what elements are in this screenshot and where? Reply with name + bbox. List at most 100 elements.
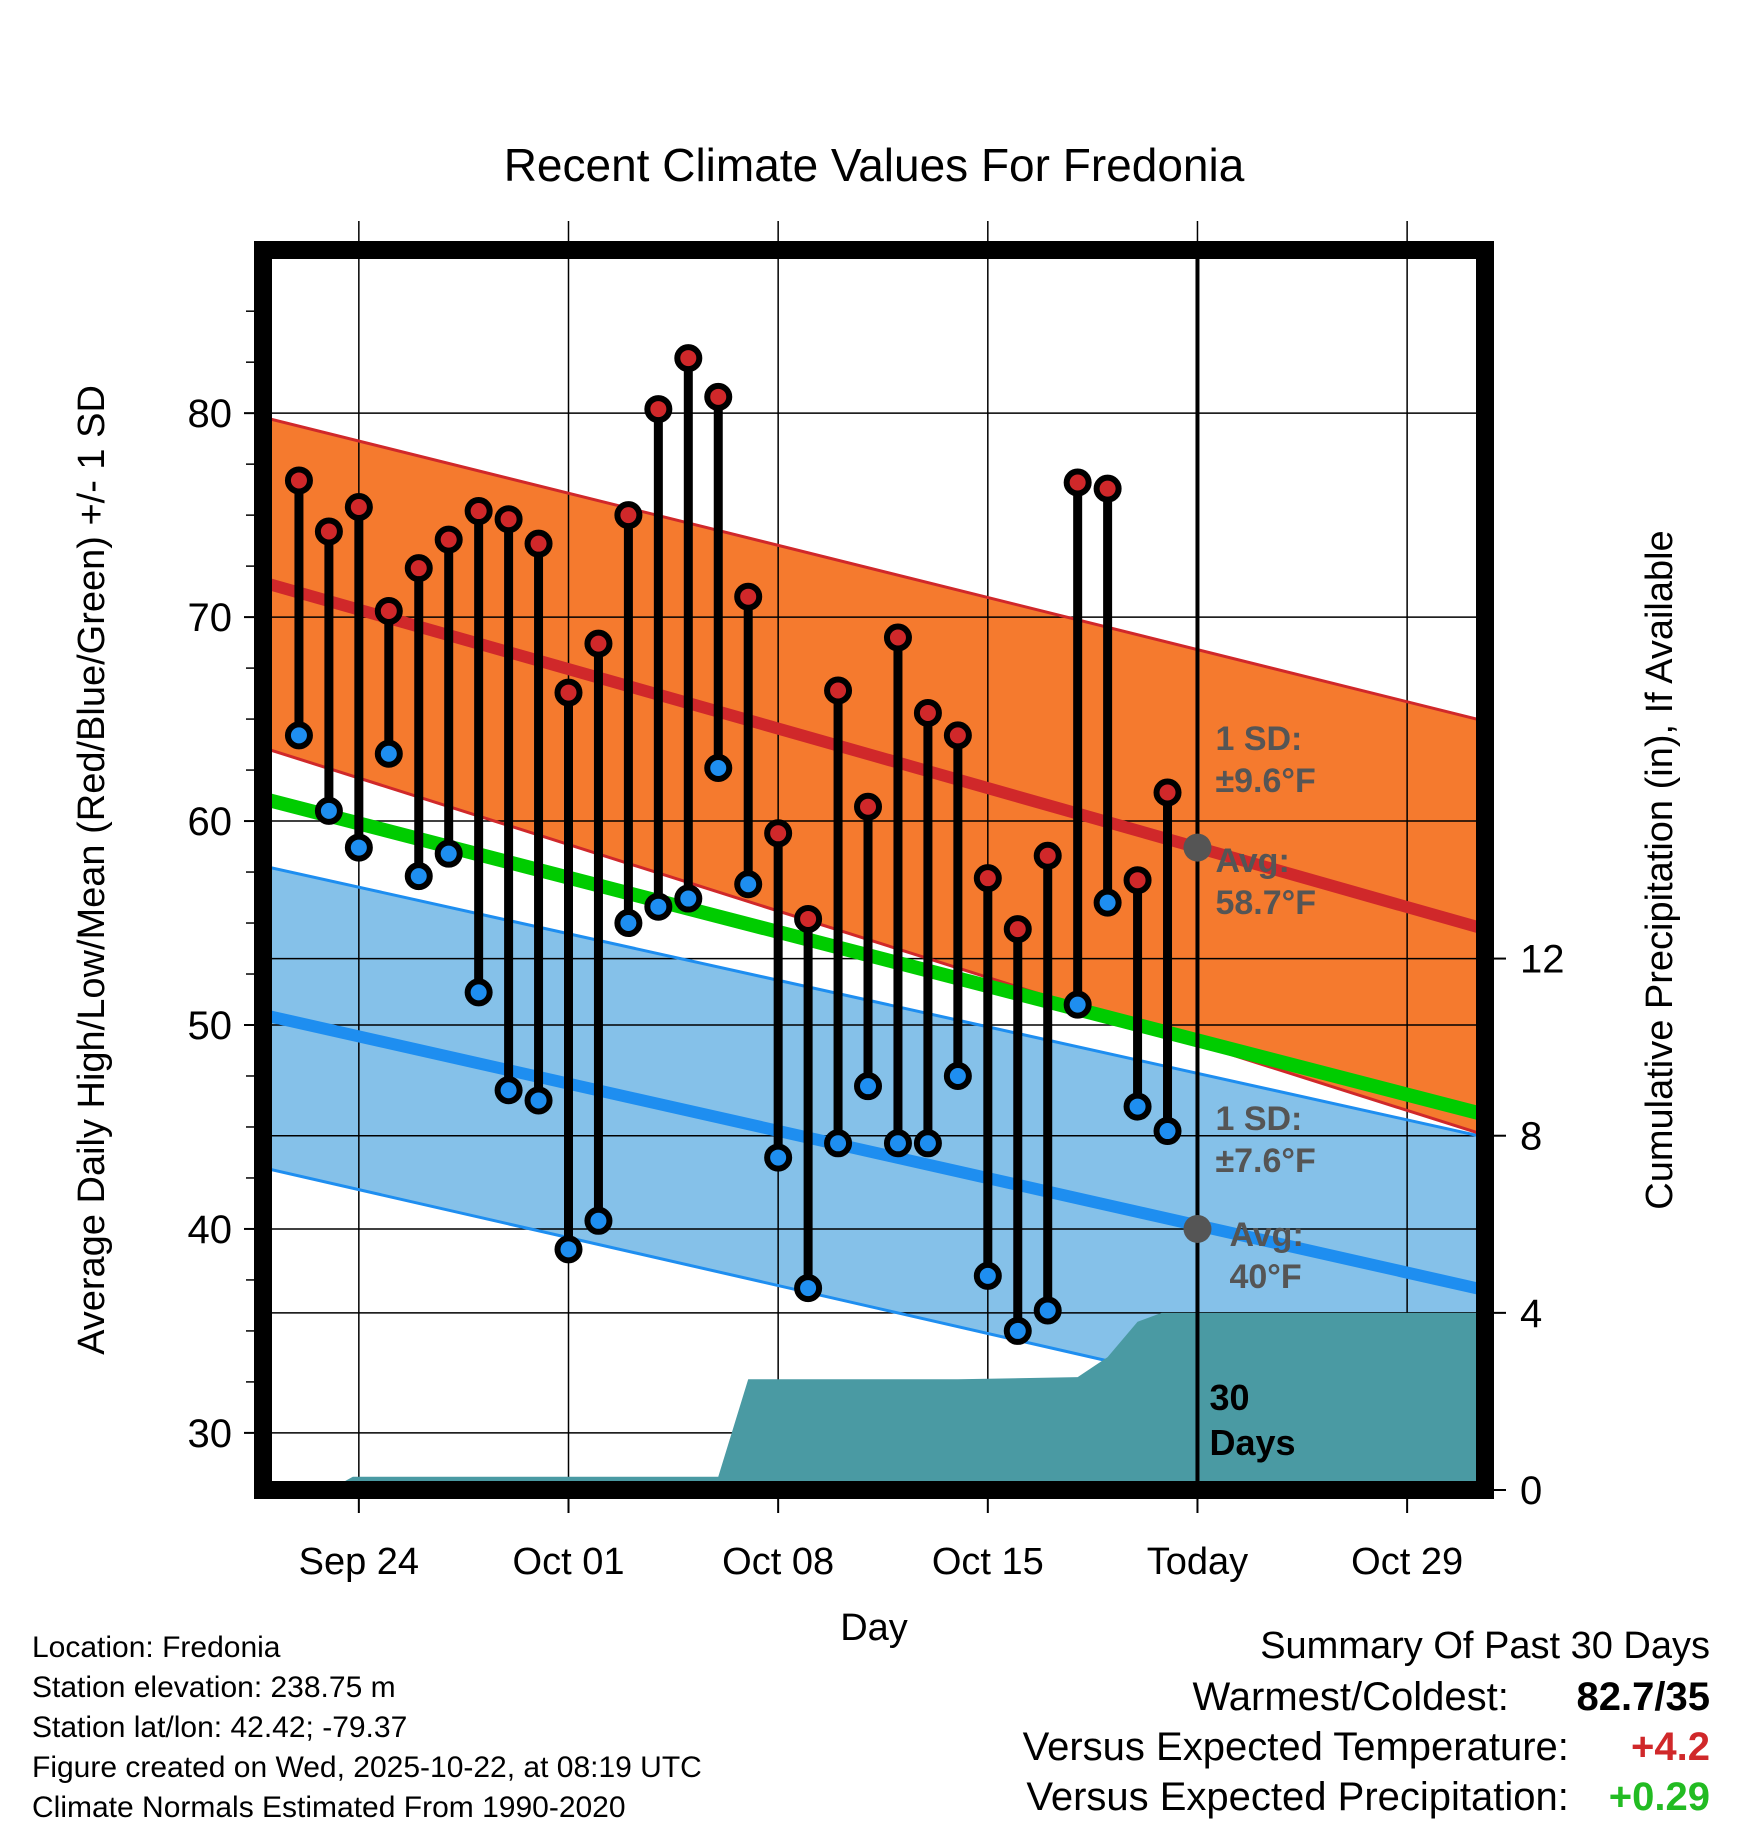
high-marker bbox=[374, 596, 403, 625]
high-marker bbox=[314, 517, 343, 546]
low-marker bbox=[824, 1129, 853, 1158]
low-marker bbox=[314, 796, 343, 825]
info-created: Figure created on Wed, 2025-10-22, at 08… bbox=[32, 1751, 702, 1784]
normal-mean-line bbox=[263, 791, 1485, 1122]
x-tick-label: Oct 29 bbox=[1351, 1541, 1463, 1583]
low-marker bbox=[644, 892, 673, 921]
today-low-avg-marker bbox=[1183, 1214, 1212, 1243]
x-tick-label: Sep 24 bbox=[299, 1541, 419, 1583]
normal-high-line bbox=[263, 576, 1485, 935]
high-marker bbox=[913, 698, 942, 727]
low-marker bbox=[584, 1206, 613, 1235]
low-marker bbox=[794, 1274, 823, 1303]
high-avg-value: 58.7°F bbox=[1215, 884, 1316, 922]
y-tick-label: 60 bbox=[188, 800, 233, 844]
high-avg-label: Avg: bbox=[1215, 842, 1289, 880]
info-normals: Climate Normals Estimated From 1990-2020 bbox=[32, 1791, 626, 1824]
low-marker bbox=[524, 1086, 553, 1115]
days-label-word: Days bbox=[1209, 1422, 1295, 1463]
low-sd-value: ±7.6°F bbox=[1215, 1142, 1315, 1180]
y-tick-label: 80 bbox=[188, 392, 233, 436]
high-marker bbox=[554, 678, 583, 707]
low-marker bbox=[404, 862, 433, 891]
low-marker bbox=[614, 909, 643, 938]
low-avg-value: 40°F bbox=[1229, 1258, 1301, 1296]
low-marker bbox=[1153, 1117, 1182, 1146]
high-marker bbox=[1093, 474, 1122, 503]
y2-tick-label: 12 bbox=[1520, 938, 1565, 982]
y2-axis-label: Cumulative Precipitation (in), If Availa… bbox=[1639, 530, 1681, 1209]
high-band-lower-edge bbox=[263, 746, 1485, 1137]
chart-title: Recent Climate Values For Fredonia bbox=[504, 139, 1245, 191]
high-marker bbox=[1063, 468, 1092, 497]
temp-label: Versus Expected Temperature: bbox=[1022, 1725, 1569, 1769]
summary-warm-cold: Warmest/Coldest: 82.7/35 bbox=[1023, 1672, 1711, 1722]
high-marker bbox=[704, 382, 733, 411]
high-marker bbox=[1123, 866, 1152, 895]
low-marker bbox=[1123, 1092, 1152, 1121]
summary-temp: Versus Expected Temperature: +4.2 bbox=[1023, 1722, 1710, 1772]
high-marker bbox=[943, 721, 972, 750]
high-marker bbox=[1153, 778, 1182, 807]
today-high-avg-marker bbox=[1183, 833, 1212, 862]
info-location: Location: Fredonia bbox=[32, 1631, 281, 1664]
high-marker bbox=[764, 819, 793, 848]
low-marker bbox=[434, 839, 463, 868]
high-marker bbox=[1033, 841, 1062, 870]
y-tick-label: 40 bbox=[188, 1208, 233, 1252]
low-marker bbox=[704, 754, 733, 783]
low-marker bbox=[913, 1129, 942, 1158]
low-marker bbox=[883, 1129, 912, 1158]
high-marker bbox=[674, 344, 703, 373]
low-band-upper-edge bbox=[263, 864, 1485, 1139]
high-marker bbox=[434, 525, 463, 554]
plot-frame bbox=[254, 241, 1494, 1499]
y2-tick-label: 8 bbox=[1520, 1115, 1542, 1159]
x-axis-label: Day bbox=[840, 1607, 908, 1649]
high-marker bbox=[644, 395, 673, 424]
high-marker bbox=[794, 904, 823, 933]
precip-label: Versus Expected Precipitation: bbox=[1026, 1775, 1569, 1819]
y-axis-label: Average Daily High/Low/Mean (Red/Blue/Gr… bbox=[71, 385, 113, 1355]
high-marker bbox=[584, 629, 613, 658]
low-sd-label: 1 SD: bbox=[1215, 1100, 1302, 1138]
high-marker bbox=[734, 582, 763, 611]
precip-value: +0.29 bbox=[1608, 1775, 1710, 1819]
low-marker bbox=[344, 833, 373, 862]
low-marker bbox=[1033, 1296, 1062, 1325]
temp-value: +4.2 bbox=[1631, 1725, 1710, 1769]
summary-title: Summary Of Past 30 Days bbox=[1260, 1625, 1710, 1667]
high-marker bbox=[464, 497, 493, 526]
x-tick-label: Oct 08 bbox=[722, 1541, 834, 1583]
x-tick-label: Oct 15 bbox=[932, 1541, 1044, 1583]
y-tick-label: 30 bbox=[188, 1412, 233, 1456]
low-marker bbox=[943, 1061, 972, 1090]
low-marker bbox=[554, 1235, 583, 1264]
normal-low-line bbox=[263, 1008, 1485, 1296]
y2-tick-label: 0 bbox=[1520, 1469, 1542, 1513]
high-marker bbox=[524, 529, 553, 558]
low-marker bbox=[674, 884, 703, 913]
days-label-number: 30 bbox=[1209, 1377, 1249, 1418]
y-tick-label: 70 bbox=[188, 596, 233, 640]
info-elevation: Station elevation: 238.75 m bbox=[32, 1671, 396, 1704]
high-marker bbox=[344, 492, 373, 521]
summary-precip: Versus Expected Precipitation: +0.29 bbox=[1023, 1772, 1710, 1822]
high-marker bbox=[973, 864, 1002, 893]
warm-cold-label: Warmest/Coldest: bbox=[1192, 1675, 1509, 1719]
high-sd-value: ±9.6°F bbox=[1215, 762, 1315, 800]
high-marker bbox=[883, 623, 912, 652]
high-marker bbox=[614, 501, 643, 530]
high-sd-label: 1 SD: bbox=[1215, 720, 1302, 758]
low-marker bbox=[854, 1072, 883, 1101]
low-marker bbox=[734, 870, 763, 899]
high-marker bbox=[854, 792, 883, 821]
low-marker bbox=[464, 978, 493, 1007]
low-marker bbox=[1003, 1316, 1032, 1345]
low-marker bbox=[1093, 888, 1122, 917]
plot-area: 1 SD: ±9.6°F Avg: 58.7°F 1 SD: ±7.6°F Avg: 40°F… bbox=[263, 250, 1485, 1490]
high-marker bbox=[284, 466, 313, 495]
low-marker bbox=[1063, 990, 1092, 1019]
high-marker bbox=[1003, 915, 1032, 944]
